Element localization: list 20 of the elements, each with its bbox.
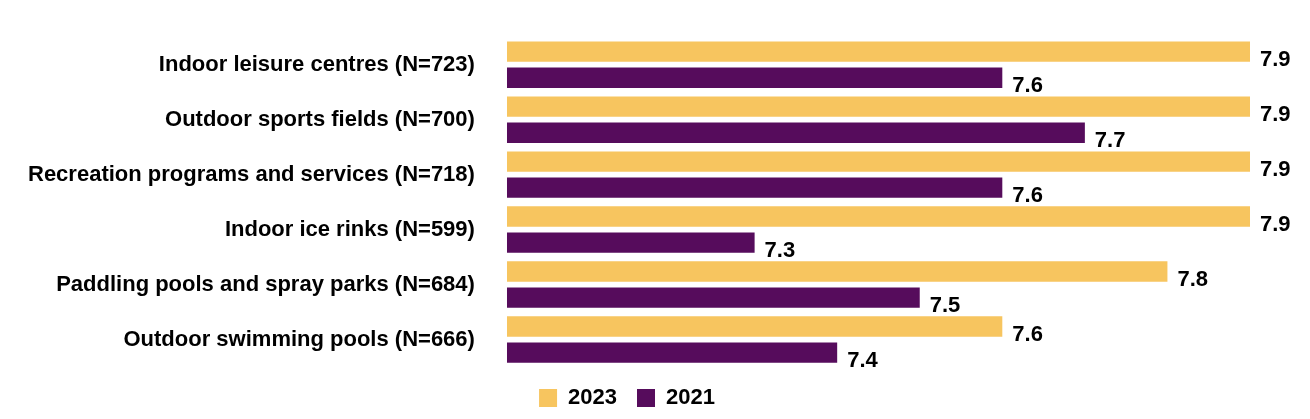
legend-label: 2023 [568, 384, 618, 410]
legend-label: 2021 [666, 384, 715, 410]
y-tick-label: Paddling pools and spray parks (N=684) [56, 270, 475, 296]
y-tick-label: Outdoor sports fields (N=700) [165, 105, 475, 131]
data-label: 7.6 [1012, 71, 1043, 97]
data-label: 7.6 [1012, 320, 1043, 346]
data-label: 7.7 [1094, 126, 1126, 152]
y-tick-label: Indoor leisure centres (N=723) [158, 50, 475, 76]
y-tick-label: Indoor ice rinks (N=599) [224, 215, 475, 241]
data-label: 7.9 [1260, 155, 1291, 181]
y-tick-label: Outdoor swimming pools (N=666) [123, 325, 475, 351]
data-label: 7.9 [1260, 100, 1291, 126]
data-label: 7.4 [847, 346, 879, 372]
data-label: 7.5 [929, 291, 961, 317]
data-label: 7.8 [1177, 265, 1209, 291]
y-tick-label: Recreation programs and services (N=718) [28, 160, 475, 186]
data-label: 7.9 [1260, 210, 1291, 236]
data-label: 7.3 [764, 236, 796, 262]
data-label: 7.6 [1012, 181, 1043, 207]
data-label: 7.9 [1260, 45, 1291, 71]
